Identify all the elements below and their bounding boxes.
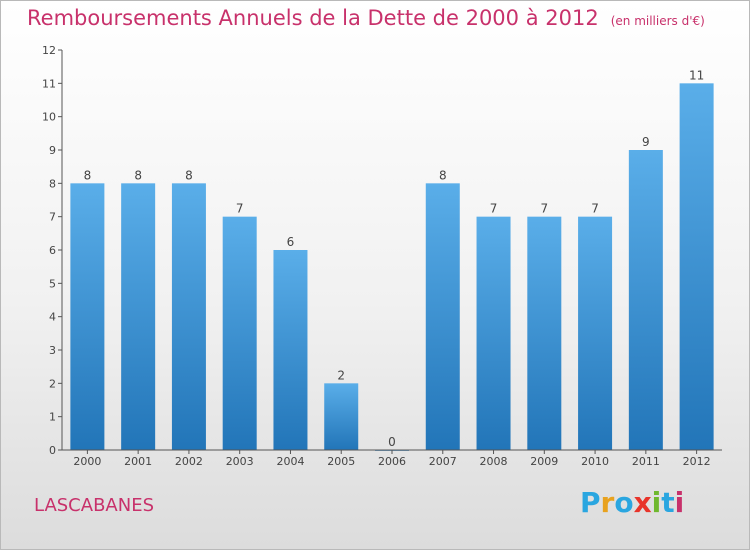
x-tick-label: 2008	[480, 455, 508, 468]
x-tick-label: 2005	[327, 455, 355, 468]
logo-letter: o	[614, 486, 634, 519]
value-label: 7	[591, 202, 599, 216]
x-tick-label: 2012	[683, 455, 711, 468]
chart-title: Remboursements Annuels de la Dette de 20…	[27, 6, 705, 30]
x-tick-label: 2003	[226, 455, 254, 468]
commune-name: LASCABANES	[34, 495, 154, 516]
x-tick-label: 2004	[276, 455, 304, 468]
proxiti-logo[interactable]: Proxiti	[580, 486, 684, 519]
x-tick-label: 2011	[632, 455, 660, 468]
value-label: 6	[287, 235, 295, 249]
bar-2008	[476, 216, 511, 450]
value-label: 8	[134, 168, 142, 182]
y-tick-label: 0	[49, 444, 56, 457]
bar-2012	[679, 83, 714, 450]
y-tick-label: 6	[49, 244, 56, 257]
logo-letter: i	[651, 486, 662, 519]
x-tick-label: 2006	[378, 455, 406, 468]
x-tick-label: 2010	[581, 455, 609, 468]
y-tick-label: 8	[49, 177, 56, 190]
value-label: 2	[337, 368, 345, 382]
chart-title-text: Remboursements Annuels de la Dette de 20…	[27, 6, 599, 30]
x-tick-label: 2002	[175, 455, 203, 468]
y-tick-label: 3	[49, 344, 56, 357]
bar-2001	[121, 183, 156, 451]
bar-2009	[527, 216, 562, 450]
bar-2010	[578, 216, 613, 450]
value-label: 9	[642, 135, 650, 149]
chart-unit: (en milliers d'€)	[610, 14, 705, 28]
y-tick-label: 4	[49, 311, 56, 324]
y-tick-label: 12	[42, 44, 56, 57]
logo-letter: i	[674, 486, 685, 519]
bar-2000	[70, 183, 105, 451]
value-label: 8	[439, 168, 447, 182]
value-label: 0	[388, 435, 396, 449]
y-tick-label: 5	[49, 277, 56, 290]
y-tick-label: 2	[49, 377, 56, 390]
logo-letter: t	[661, 486, 675, 519]
value-label: 7	[236, 202, 244, 216]
logo-letter: r	[600, 486, 615, 519]
bars-group: 8 8 8 7 6 2 0 8 7 7 7 9 11	[70, 68, 714, 451]
logo-letter: P	[580, 486, 601, 519]
x-tick-label: 2007	[429, 455, 457, 468]
y-tick-label: 10	[42, 111, 56, 124]
bar-2002	[171, 183, 206, 451]
logo-letter: x	[633, 486, 652, 519]
y-tick-label: 11	[42, 77, 56, 90]
value-label: 8	[84, 168, 92, 182]
bar-2007	[425, 183, 460, 451]
y-tick-label: 9	[49, 144, 56, 157]
bar-2004	[273, 250, 308, 450]
bar-2005	[324, 383, 359, 450]
value-label: 8	[185, 168, 193, 182]
y-tick-label: 1	[49, 411, 56, 424]
value-label: 11	[689, 68, 704, 82]
bar-2003	[222, 216, 257, 450]
x-tick-label: 2009	[530, 455, 558, 468]
value-label: 7	[490, 202, 498, 216]
bar-2011	[628, 150, 663, 450]
value-label: 7	[540, 202, 548, 216]
x-tick-label: 2000	[73, 455, 101, 468]
y-tick-label: 7	[49, 211, 56, 224]
x-tick-label: 2001	[124, 455, 152, 468]
